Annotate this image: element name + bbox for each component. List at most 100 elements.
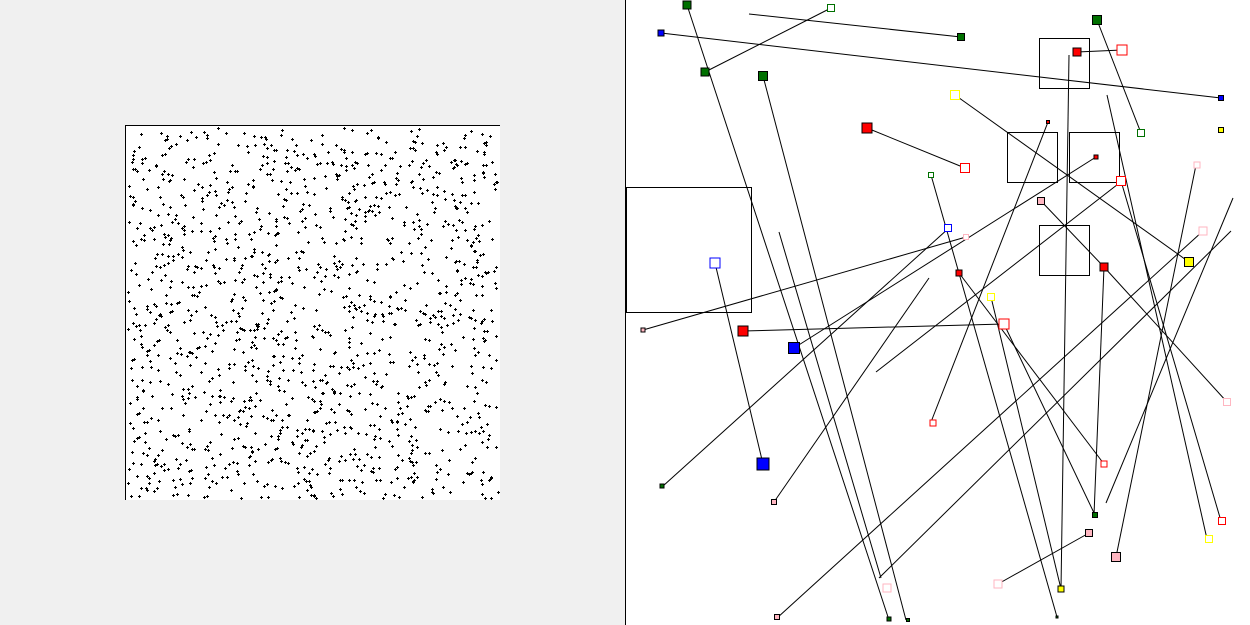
blue-node-marker-icon bbox=[944, 224, 952, 232]
plus-marker-icon bbox=[206, 137, 209, 140]
plus-marker-icon bbox=[284, 461, 287, 464]
plus-marker-icon bbox=[345, 169, 348, 172]
plus-marker-icon bbox=[263, 143, 266, 146]
plus-marker-icon bbox=[279, 296, 282, 299]
plus-marker-icon bbox=[459, 146, 462, 149]
plus-marker-icon bbox=[131, 161, 134, 164]
plus-marker-icon bbox=[234, 279, 237, 282]
plus-marker-icon bbox=[132, 322, 135, 325]
plus-marker-icon bbox=[431, 488, 434, 491]
plus-marker-icon bbox=[172, 259, 175, 262]
plus-marker-icon bbox=[418, 225, 421, 228]
plus-marker-icon bbox=[350, 212, 353, 215]
plus-marker-icon bbox=[443, 149, 446, 152]
plus-marker-icon bbox=[294, 347, 297, 350]
plus-marker-icon bbox=[459, 313, 462, 316]
edge-line bbox=[776, 230, 1204, 619]
plus-marker-icon bbox=[138, 436, 141, 439]
plus-marker-icon bbox=[250, 415, 253, 418]
edge-line bbox=[642, 236, 967, 331]
plus-marker-icon bbox=[446, 324, 449, 327]
plus-marker-icon bbox=[293, 317, 296, 320]
plus-marker-icon bbox=[306, 419, 309, 422]
plus-marker-icon bbox=[139, 222, 142, 225]
plus-marker-icon bbox=[459, 299, 462, 302]
dot-canvas[interactable] bbox=[125, 125, 500, 500]
plus-marker-icon bbox=[226, 242, 229, 245]
plus-marker-icon bbox=[190, 314, 193, 317]
plus-marker-icon bbox=[221, 324, 224, 327]
plus-marker-icon bbox=[341, 493, 344, 496]
plus-marker-icon bbox=[261, 312, 264, 315]
plus-marker-icon bbox=[231, 298, 234, 301]
plus-marker-icon bbox=[262, 155, 265, 158]
plus-marker-icon bbox=[409, 147, 412, 150]
plus-marker-icon bbox=[228, 188, 231, 191]
plus-marker-icon bbox=[206, 337, 209, 340]
plus-marker-icon bbox=[153, 226, 156, 229]
plus-marker-icon bbox=[157, 454, 160, 457]
plus-marker-icon bbox=[477, 202, 480, 205]
plus-marker-icon bbox=[396, 466, 399, 469]
plus-marker-icon bbox=[271, 409, 274, 412]
plus-marker-icon bbox=[473, 347, 476, 350]
plus-marker-icon bbox=[202, 331, 205, 334]
plus-marker-icon bbox=[305, 480, 308, 483]
plus-marker-icon bbox=[298, 168, 301, 171]
plus-marker-icon bbox=[227, 221, 230, 224]
plus-marker-icon bbox=[406, 405, 409, 408]
plus-marker-icon bbox=[303, 286, 306, 289]
plus-marker-icon bbox=[442, 225, 445, 228]
plus-marker-icon bbox=[266, 417, 269, 420]
plus-marker-icon bbox=[459, 201, 462, 204]
plus-marker-icon bbox=[133, 338, 136, 341]
plus-marker-icon bbox=[476, 392, 479, 395]
plus-marker-icon bbox=[277, 193, 280, 196]
plus-marker-icon bbox=[401, 459, 404, 462]
plus-marker-icon bbox=[161, 173, 164, 176]
plus-marker-icon bbox=[237, 437, 240, 440]
plus-marker-icon bbox=[357, 432, 360, 435]
plus-marker-icon bbox=[352, 458, 355, 461]
plus-marker-icon bbox=[284, 337, 287, 340]
plus-marker-icon bbox=[490, 367, 493, 370]
plus-marker-icon bbox=[175, 214, 178, 217]
green-node-marker-icon bbox=[659, 483, 665, 489]
plus-marker-icon bbox=[181, 395, 184, 398]
plus-marker-icon bbox=[490, 497, 493, 500]
plus-marker-icon bbox=[412, 480, 415, 483]
plus-marker-icon bbox=[329, 334, 332, 337]
plus-marker-icon bbox=[384, 493, 387, 496]
plus-marker-icon bbox=[128, 468, 131, 471]
plus-marker-icon bbox=[169, 357, 172, 360]
plus-marker-icon bbox=[164, 326, 167, 329]
plus-marker-icon bbox=[388, 353, 391, 356]
plus-marker-icon bbox=[331, 388, 334, 391]
pink-node-marker-icon bbox=[963, 234, 969, 240]
graph-canvas bbox=[626, 0, 1234, 622]
plus-marker-icon bbox=[356, 162, 359, 165]
plus-marker-icon bbox=[131, 359, 134, 362]
plus-marker-icon bbox=[135, 273, 138, 276]
plus-marker-icon bbox=[369, 295, 372, 298]
plus-marker-icon bbox=[308, 428, 311, 431]
plus-marker-icon bbox=[146, 354, 149, 357]
plus-marker-icon bbox=[191, 385, 194, 388]
plus-marker-icon bbox=[484, 497, 487, 500]
plus-marker-icon bbox=[366, 152, 369, 155]
plus-marker-icon bbox=[235, 339, 238, 342]
plus-marker-icon bbox=[247, 183, 250, 186]
plus-marker-icon bbox=[329, 467, 332, 470]
plus-marker-icon bbox=[424, 452, 427, 455]
plus-marker-icon bbox=[477, 351, 480, 354]
plus-marker-icon bbox=[415, 461, 418, 464]
pink-node-marker-icon bbox=[1198, 226, 1208, 236]
plus-marker-icon bbox=[140, 133, 143, 136]
plus-marker-icon bbox=[366, 132, 369, 135]
plus-marker-icon bbox=[280, 276, 283, 279]
plus-marker-icon bbox=[352, 224, 355, 227]
plus-marker-icon bbox=[470, 431, 473, 434]
graph-panel[interactable] bbox=[625, 0, 1250, 625]
plus-marker-icon bbox=[407, 397, 410, 400]
plus-marker-icon bbox=[286, 149, 289, 152]
